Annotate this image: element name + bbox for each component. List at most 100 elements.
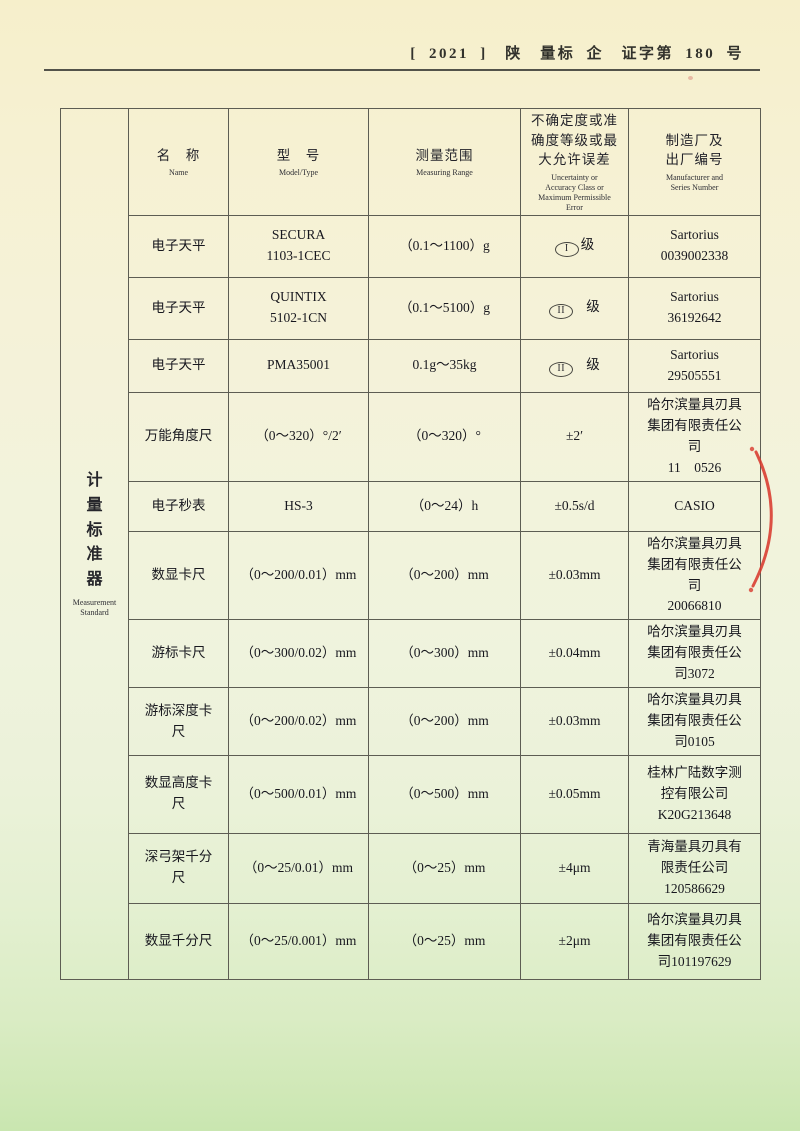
group-label-char: 器 xyxy=(86,571,103,589)
instrument-row: 万能角度尺 （0～320）°/2′ （0～320）° ±2′ 哈尔滨量具刃具 集团有限责… xyxy=(61,391,761,482)
column-header-zh: 型 号 xyxy=(276,147,321,163)
cell-model: QUINTIX 5102-1CN xyxy=(228,276,369,340)
column-header-4: 制造厂及 出厂编号 Manufacturer and Series Number xyxy=(628,108,761,216)
cell-model: （0～500/0.01）mm xyxy=(228,754,369,834)
column-header-zh: 不确定度或准 确度等级或最 大允许误差 xyxy=(531,113,618,168)
cell-manufacturer: 桂林广陆数字测 控有限公司 K20G213648 xyxy=(628,754,761,834)
instrument-row: 深弓架千分 尺（0～25/0.01）mm （0～25）mm ±4μm 青海量具刃具有 … xyxy=(61,832,761,904)
column-header-en: Name xyxy=(168,168,189,178)
cell-range: （0～25）mm xyxy=(368,902,521,980)
cell-manufacturer: 哈尔滨量具刃具 集团有限责任公 司101197629 xyxy=(628,902,761,980)
accuracy-class-circle: I xyxy=(554,242,579,258)
column-header-en: Measuring Range xyxy=(416,168,473,178)
cell-range: （0.1～1100）g xyxy=(368,214,521,278)
cell-range: （0～300）mm xyxy=(368,619,521,689)
cell-accuracy: ±0.04mm xyxy=(520,619,629,689)
cell-name: 数显千分尺 xyxy=(128,902,229,980)
cell-range: 0.1g～35kg xyxy=(368,338,521,393)
instrument-row: 游标深度卡 尺（0～200/0.02）mm （0～200）mm ±0.03mm 哈尔滨… xyxy=(61,687,761,756)
accuracy-class-suffix: 级 xyxy=(580,237,595,253)
group-label-zh: 计量标准器 xyxy=(64,469,125,593)
cell-name: 电子天平 xyxy=(128,214,229,278)
cell-manufacturer: Sartorius 36192642 xyxy=(628,276,761,340)
accuracy-class-circle: II xyxy=(549,304,574,320)
cell-name: 深弓架千分 尺 xyxy=(128,832,229,904)
accuracy-class-suffix: 级 xyxy=(586,356,600,372)
cell-model: （0～200/0.01）mm xyxy=(228,530,369,621)
column-header-en: Uncertainty or Accuracy Class or Maximum… xyxy=(538,172,611,212)
instrument-row: 电子天平 SECURA 1103-1CEC （0.1～1100）g I 级 Sartori… xyxy=(61,214,761,278)
cell-range: （0～25）mm xyxy=(368,832,521,904)
measurement-standards-table: 计量标准器 Measurement Standard 名 称 Name 型 号 Model… xyxy=(60,108,761,980)
cell-range: （0～200）mm xyxy=(368,687,521,756)
column-header-1: 型 号 Model/Type xyxy=(228,108,369,216)
cell-model: （0～200/0.02）mm xyxy=(228,687,369,756)
cell-manufacturer: 哈尔滨量具刃具 集团有限责任公 司0105 xyxy=(628,687,761,756)
cell-name: 电子天平 xyxy=(128,276,229,340)
cell-accuracy: ±4μm xyxy=(520,832,629,904)
group-label-en: Measurement Standard xyxy=(72,598,117,618)
cell-model: （0～300/0.02）mm xyxy=(228,619,369,689)
group-label-char: 计 xyxy=(86,472,103,490)
cell-name: 游标深度卡 尺 xyxy=(128,687,229,756)
cell-manufacturer: Sartorius 29505551 xyxy=(628,338,761,393)
group-label-char: 准 xyxy=(86,546,103,564)
column-header-zh: 制造厂及 出厂编号 xyxy=(665,132,724,168)
cell-model: （0～25/0.001）mm xyxy=(228,902,369,980)
red-seal-arc xyxy=(748,446,773,593)
column-header-en: Manufacturer and Series Number xyxy=(665,172,724,192)
header-rule xyxy=(44,69,760,71)
cell-name: 电子秒表 xyxy=(128,480,229,532)
table-header-row: 计量标准器 Measurement Standard 名 称 Name 型 号 Model… xyxy=(60,108,761,980)
cell-accuracy: ±2μm xyxy=(520,902,629,980)
cell-manufacturer: 青海量具刃具有 限责任公司 120586629 xyxy=(628,832,761,904)
instrument-row: 数显千分尺 （0～25/0.001）mm （0～25）mm ±2μm 哈尔滨量具刃具 集… xyxy=(61,902,761,980)
cell-accuracy: II 级 xyxy=(520,338,629,393)
cell-accuracy: ±0.5s/d xyxy=(520,480,629,532)
cell-name: 游标卡尺 xyxy=(128,619,229,689)
instrument-row: 电子天平 PMA35001 0.1g～35kg II 级 Sartorius 295055… xyxy=(61,338,761,393)
cell-manufacturer: Sartorius 0039002338 xyxy=(628,214,761,278)
cell-range: （0～500）mm xyxy=(368,754,521,834)
cell-accuracy: II 级 xyxy=(520,276,629,340)
cell-model: （0～320）°/2′ xyxy=(228,391,369,482)
cell-model: （0～25/0.01）mm xyxy=(228,832,369,904)
column-header-zh: 名 称 xyxy=(156,147,201,163)
row-group-label: 计量标准器 Measurement Standard xyxy=(60,108,129,980)
cell-model: PMA35001 xyxy=(228,338,369,393)
cell-name: 数显高度卡 尺 xyxy=(128,754,229,834)
column-header-en: Model/Type xyxy=(279,168,318,178)
group-label-char: 量 xyxy=(86,496,103,514)
column-header-3: 不确定度或准 确度等级或最 大允许误差 Uncertainty or Accura… xyxy=(520,108,629,216)
cell-range: （0～320）° xyxy=(368,391,521,482)
cell-manufacturer: 哈尔滨量具刃具 集团有限责任公 司 20066810 xyxy=(628,530,761,621)
instrument-row: 游标卡尺 （0～300/0.02）mm （0～300）mm ±0.04mm 哈尔滨量具刃… xyxy=(61,619,761,689)
cell-name: 万能角度尺 xyxy=(128,391,229,482)
cell-range: （0.1～5100）g xyxy=(368,276,521,340)
instrument-row: 电子秒表 HS-3 （0～24）h ±0.5s/d CASIO xyxy=(61,480,761,532)
instrument-row: 电子天平 QUINTIX 5102-1CN （0.1～5100）g II 级 Sartor… xyxy=(61,276,761,340)
column-header-2: 测量范围 Measuring Range xyxy=(368,108,521,216)
document-number: [ 2021 ] 陕 量标 企 证字第 180 号 xyxy=(410,46,744,62)
cell-accuracy: ±0.05mm xyxy=(520,754,629,834)
cell-accuracy: ±0.03mm xyxy=(520,687,629,756)
group-label-char: 标 xyxy=(86,521,103,539)
cell-name: 数显卡尺 xyxy=(128,530,229,621)
cell-manufacturer: 哈尔滨量具刃具 集团有限责任公 司 11 0526 xyxy=(628,391,761,482)
column-header-zh: 测量范围 xyxy=(415,147,474,163)
instrument-row: 数显高度卡 尺（0～500/0.01）mm （0～500）mm ±0.05mm 桂林广… xyxy=(61,754,761,834)
cell-manufacturer: 哈尔滨量具刃具 集团有限责任公 司3072 xyxy=(628,619,761,689)
scan-artifact-dot xyxy=(688,76,693,80)
cell-model: SECURA 1103-1CEC xyxy=(228,214,369,278)
accuracy-class-suffix: 级 xyxy=(586,299,600,315)
cell-name: 电子天平 xyxy=(128,338,229,393)
cell-range: （0～24）h xyxy=(368,480,521,532)
cell-accuracy: ±2′ xyxy=(520,391,629,482)
cell-manufacturer: CASIO xyxy=(628,480,761,532)
accuracy-class-circle: II xyxy=(549,361,574,377)
column-header-0: 名 称 Name xyxy=(128,108,229,216)
cell-range: （0～200）mm xyxy=(368,530,521,621)
cell-model: HS-3 xyxy=(228,480,369,532)
cell-accuracy: ±0.03mm xyxy=(520,530,629,621)
